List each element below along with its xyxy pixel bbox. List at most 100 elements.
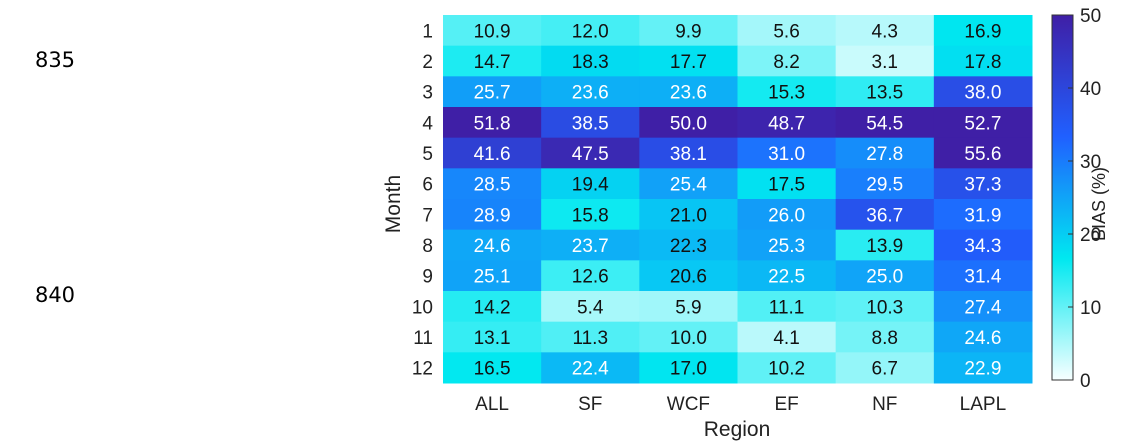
cell-value-label: 23.6: [572, 83, 609, 104]
cell-value-label: 25.0: [866, 267, 903, 288]
cell-value-label: 5.6: [773, 21, 799, 42]
heatmap-cell: [835, 321, 935, 353]
cell-value-label: 8.2: [773, 52, 799, 73]
cell-value-label: 12.6: [572, 267, 609, 288]
cell-value-label: 27.8: [866, 144, 903, 165]
heatmap-cell: [443, 321, 542, 353]
x-tick-label: NF: [872, 394, 897, 415]
y-tick-label: 6: [422, 175, 433, 196]
colorbar-label: BIAS (%): [1089, 167, 1109, 241]
cell-value-label: 48.7: [768, 113, 805, 134]
cell-value-label: 10.3: [866, 297, 903, 318]
cell-value-label: 31.0: [768, 144, 805, 165]
heatmap-cell: [737, 260, 837, 292]
cell-value-label: 22.4: [572, 359, 609, 380]
cell-value-label: 4.3: [872, 21, 898, 42]
heatmap-cell: [835, 199, 935, 231]
y-axis-label: Month: [382, 175, 405, 233]
heatmap-cell: [443, 199, 542, 231]
cell-value-label: 23.6: [670, 83, 707, 104]
heatmap-cell: [443, 168, 542, 200]
heatmap-cell: [639, 15, 738, 47]
heatmap-cell: [737, 137, 837, 169]
cell-value-label: 8.8: [872, 328, 898, 349]
cell-value-label: 3.1: [872, 52, 898, 73]
heatmap-cell: [933, 45, 1033, 77]
cell-value-label: 25.7: [474, 83, 511, 104]
heatmap-cell: [737, 45, 837, 77]
colorbar-tick-label: 10: [1080, 298, 1101, 319]
cell-value-label: 24.6: [474, 236, 511, 257]
cell-value-label: 55.6: [964, 144, 1001, 165]
heatmap-cell: [639, 76, 738, 108]
y-tick-label: 11: [413, 328, 433, 349]
heatmap-cell: [541, 168, 640, 200]
cell-value-label: 21.0: [670, 205, 707, 226]
heatmap-cell: [737, 321, 837, 353]
cell-value-label: 36.7: [866, 205, 903, 226]
cell-value-label: 23.7: [572, 236, 609, 257]
cell-value-label: 47.5: [572, 144, 609, 165]
heatmap-cell: [835, 352, 935, 384]
cell-value-label: 34.3: [964, 236, 1001, 257]
heatmap-cell: [541, 260, 640, 292]
cell-value-label: 38.0: [964, 83, 1001, 104]
y-tick-label: 12: [412, 359, 433, 380]
cell-value-label: 22.5: [768, 267, 805, 288]
cell-value-label: 25.3: [768, 236, 805, 257]
colorbar-tick-label: 40: [1080, 79, 1101, 100]
colorbar-tick-label: 50: [1080, 6, 1101, 27]
colorbar-gradient: [1051, 14, 1074, 381]
heatmap-cell: [835, 260, 935, 292]
y-tick-label: 7: [422, 205, 433, 226]
heatmap-cell: [933, 168, 1033, 200]
cell-value-label: 9.9: [675, 21, 701, 42]
heatmap-cell: [541, 199, 640, 231]
cell-value-label: 54.5: [866, 113, 903, 134]
cell-value-label: 4.1: [773, 328, 799, 349]
cell-value-label: 17.8: [964, 52, 1001, 73]
heatmap-cell: [443, 45, 542, 77]
heatmap-cell: [541, 15, 640, 47]
y-tick-label: 4: [422, 113, 433, 134]
heatmap-cell: [933, 107, 1033, 139]
heatmap-cell: [835, 137, 935, 169]
cell-value-label: 22.3: [670, 236, 707, 257]
y-tick-label: 5: [422, 144, 433, 165]
heatmap-cell: [639, 45, 738, 77]
y-tick-label: 3: [422, 83, 433, 104]
heatmap-cell: [933, 321, 1033, 353]
heatmap-cell: [541, 352, 640, 384]
colorbar-tick-label: 0: [1080, 371, 1091, 392]
heatmap-cell: [639, 260, 738, 292]
cell-value-label: 22.9: [964, 359, 1001, 380]
cell-value-label: 29.5: [866, 175, 903, 196]
y-tick-label: 2: [422, 52, 433, 73]
heatmap-cell: [737, 199, 837, 231]
heatmap-cell: [933, 15, 1033, 47]
cell-value-label: 5.9: [675, 297, 701, 318]
heatmap-cell: [443, 291, 542, 323]
heatmap-cell: [639, 199, 738, 231]
cell-value-label: 37.3: [964, 175, 1001, 196]
heatmap-cell: [835, 76, 935, 108]
y-tick-label: 10: [412, 297, 433, 318]
heatmap-cell: [737, 76, 837, 108]
cell-value-label: 10.9: [474, 21, 511, 42]
cell-value-label: 51.8: [474, 113, 511, 134]
heatmap-cell: [443, 260, 542, 292]
heatmap-cell: [541, 229, 640, 261]
heatmap-cell: [835, 229, 935, 261]
heatmap-cell: [737, 229, 837, 261]
cell-value-label: 16.5: [474, 359, 511, 380]
cell-value-label: 13.1: [474, 328, 511, 349]
heatmap-cell: [737, 291, 837, 323]
heatmap-cell: [639, 321, 738, 353]
x-axis-label: Region: [704, 418, 771, 441]
heatmap-cell: [639, 168, 738, 200]
x-tick-label: LAPL: [960, 394, 1006, 415]
heatmap-cell: [933, 199, 1033, 231]
heatmap-cell: [443, 352, 542, 384]
heatmap-cell: [443, 229, 542, 261]
